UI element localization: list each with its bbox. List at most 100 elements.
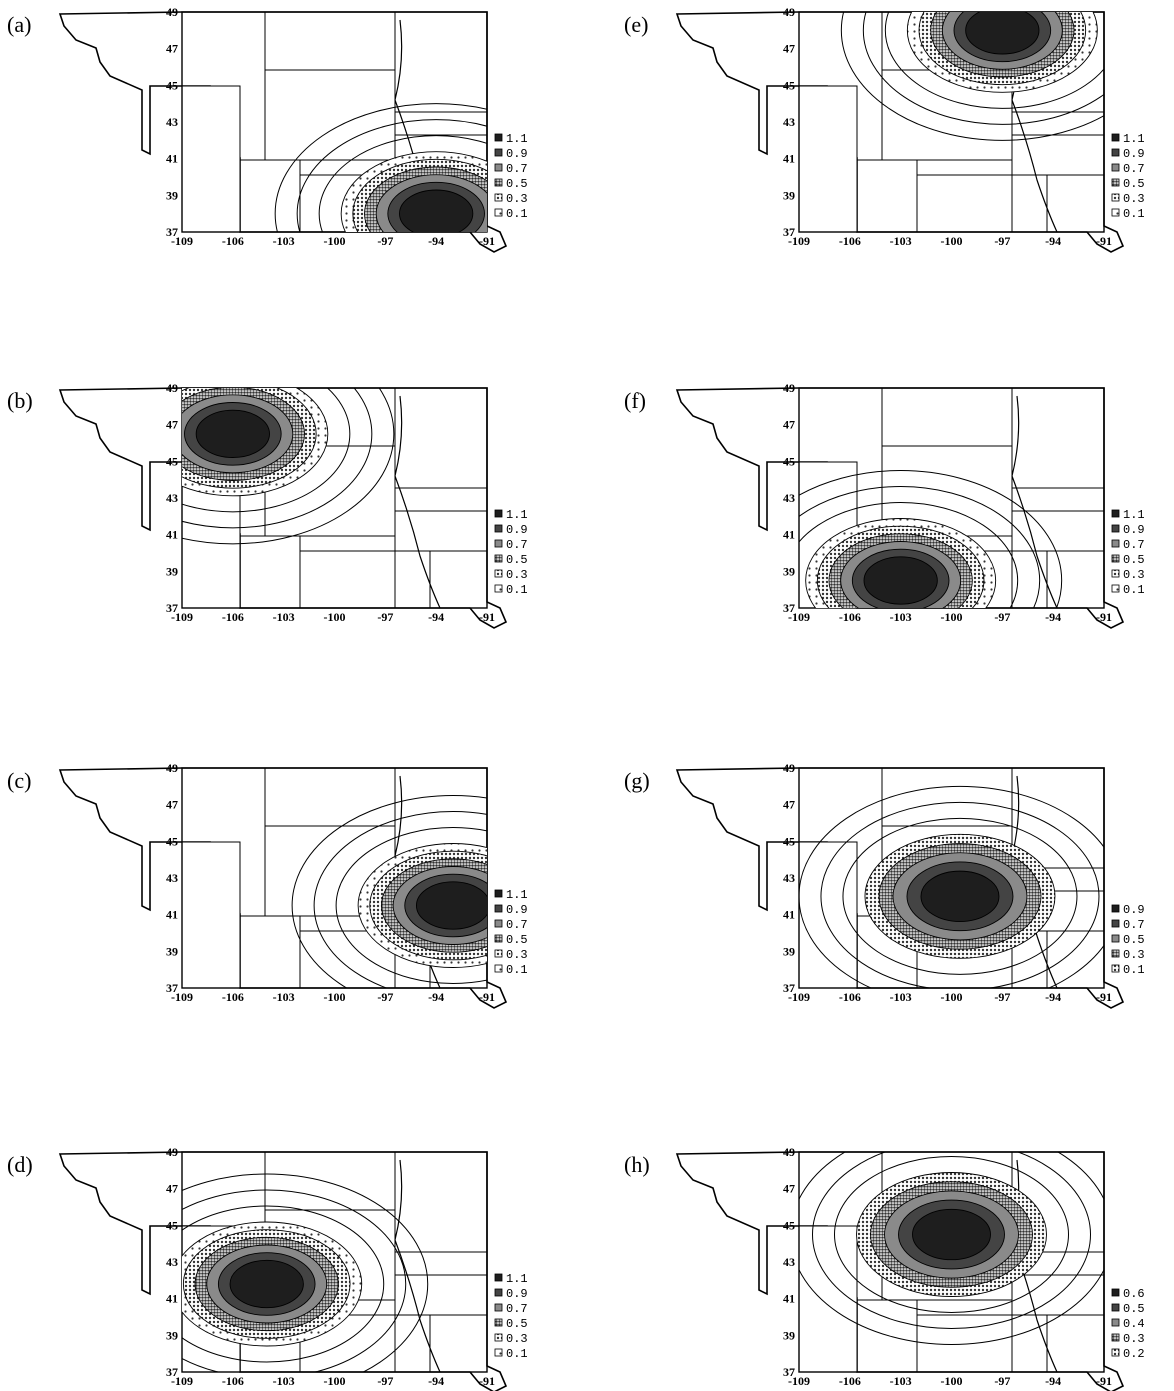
lon-tick--103: -103	[273, 1374, 295, 1388]
shaded-maximum-f	[799, 470, 1063, 608]
legend-swatch	[494, 1333, 503, 1342]
lat-tick-37: 37	[166, 225, 178, 239]
lon-tick--94: -94	[428, 610, 444, 624]
legend-swatch	[494, 1348, 503, 1357]
lat-tick-37: 37	[166, 601, 178, 615]
lon-tick--106: -106	[222, 990, 244, 1004]
legend-swatch	[494, 208, 503, 217]
legend-swatch	[494, 569, 503, 578]
lat-tick-45: 45	[166, 834, 178, 848]
legend-value-0.5: 0.5	[1123, 553, 1145, 567]
lat-tick-41: 41	[166, 152, 178, 166]
lon-tick--94: -94	[428, 234, 444, 248]
lat-tick-37: 37	[783, 1365, 795, 1379]
legend-swatch	[494, 889, 503, 898]
lat-tick-49: 49	[783, 1145, 795, 1159]
shade-level-1.1	[399, 189, 474, 232]
map-panel-f: (f) 49 47 45 43 41 39 37-109 -106 -103 -100 -97 -94 -…	[624, 381, 1145, 629]
lat-tick-41: 41	[783, 1292, 795, 1306]
legend-swatch	[1111, 904, 1120, 913]
lon-tick--100: -100	[941, 990, 963, 1004]
lat-tick-43: 43	[166, 115, 178, 129]
legend-swatch	[1111, 208, 1120, 217]
shaded-maximum-e	[840, 12, 1104, 141]
lon-tick--109: -109	[171, 610, 193, 624]
map-frame	[181, 11, 488, 233]
map-panel-h: (h) 49 47 45 43 41 39 37-109 -106 -103 -100 -97 -94 -…	[624, 1145, 1145, 1391]
shade-level-1.1	[195, 409, 270, 458]
lat-tick-39: 39	[783, 564, 795, 578]
legend-value-1.1: 1.1	[1123, 508, 1145, 522]
lon-tick--91: -91	[479, 990, 495, 1004]
lon-tick--100: -100	[324, 1374, 346, 1388]
legend-value-1.1: 1.1	[506, 508, 528, 522]
lat-tick-49: 49	[783, 761, 795, 775]
lon-tick--91: -91	[479, 610, 495, 624]
lat-tick-39: 39	[166, 188, 178, 202]
shaded-maximum-b	[182, 388, 395, 545]
legend-value-0.5: 0.5	[1123, 1302, 1145, 1316]
lon-tick--109: -109	[171, 990, 193, 1004]
shaded-maximum-g	[799, 785, 1104, 988]
legend-swatch	[1111, 1318, 1120, 1327]
legend-swatch	[494, 1303, 503, 1312]
panel-label-b: (b)	[7, 388, 33, 413]
lat-tick-43: 43	[166, 491, 178, 505]
lat-tick-49: 49	[166, 5, 178, 19]
legend-swatch	[494, 1273, 503, 1282]
legend-swatch	[494, 133, 503, 142]
lat-tick-45: 45	[783, 834, 795, 848]
map-frame	[798, 1151, 1105, 1373]
lat-tick-45: 45	[783, 78, 795, 92]
lon-tick--97: -97	[994, 234, 1010, 248]
legend-swatch	[494, 1318, 503, 1327]
lat-tick-41: 41	[166, 528, 178, 542]
legend-value-0.5: 0.5	[506, 933, 528, 947]
lat-tick-45: 45	[166, 454, 178, 468]
legend-swatch	[494, 524, 503, 533]
lat-tick-39: 39	[783, 944, 795, 958]
panel-label-c: (c)	[7, 768, 31, 793]
lon-tick--103: -103	[890, 1374, 912, 1388]
legend-swatch	[494, 919, 503, 928]
lon-tick--94: -94	[428, 990, 444, 1004]
lat-tick-49: 49	[783, 5, 795, 19]
lon-tick--106: -106	[839, 234, 861, 248]
lon-tick--97: -97	[377, 1374, 393, 1388]
legend-value-1.1: 1.1	[506, 132, 528, 146]
lat-tick-45: 45	[783, 1218, 795, 1232]
legend-swatch	[494, 193, 503, 202]
legend-value-0.7: 0.7	[1123, 918, 1145, 932]
lon-tick--97: -97	[377, 234, 393, 248]
lon-tick--97: -97	[994, 610, 1010, 624]
lon-tick--91: -91	[479, 1374, 495, 1388]
panel-label-e: (e)	[624, 12, 648, 37]
map-panel-d: (d) 49 47 45 43 41 39 37-109 -106 -103 -100 -97 -94 -…	[7, 1145, 528, 1391]
lat-tick-41: 41	[166, 1292, 178, 1306]
lat-tick-47: 47	[166, 42, 178, 56]
lon-tick--94: -94	[1045, 610, 1061, 624]
legend-swatch	[1111, 539, 1120, 548]
lat-tick-41: 41	[783, 528, 795, 542]
shade-level-1.1	[965, 12, 1040, 55]
legend-value-1.1: 1.1	[506, 1272, 528, 1286]
legend-value-0.4: 0.4	[1123, 1317, 1145, 1331]
shade-level-0.9	[920, 870, 1000, 922]
shaded-maximum-c	[291, 795, 487, 988]
lon-tick--106: -106	[839, 990, 861, 1004]
lat-tick-39: 39	[166, 564, 178, 578]
legend-value-0.2: 0.2	[1123, 1347, 1145, 1361]
legend-swatch	[1111, 133, 1120, 142]
lat-tick-39: 39	[783, 1328, 795, 1342]
lat-tick-49: 49	[783, 381, 795, 395]
shade-level-1.1	[416, 881, 487, 930]
legend-swatch	[1111, 1333, 1120, 1342]
lat-tick-43: 43	[783, 871, 795, 885]
lon-tick--97: -97	[994, 1374, 1010, 1388]
lat-tick-49: 49	[166, 761, 178, 775]
map-panel-b: (b) 49 47 45 43 41 39 37-109 -106 -103 -100 -97 -94 -…	[7, 381, 528, 629]
legend-swatch	[494, 178, 503, 187]
lat-tick-39: 39	[166, 944, 178, 958]
lat-tick-47: 47	[783, 798, 795, 812]
legend-value-0.1: 0.1	[506, 207, 528, 221]
